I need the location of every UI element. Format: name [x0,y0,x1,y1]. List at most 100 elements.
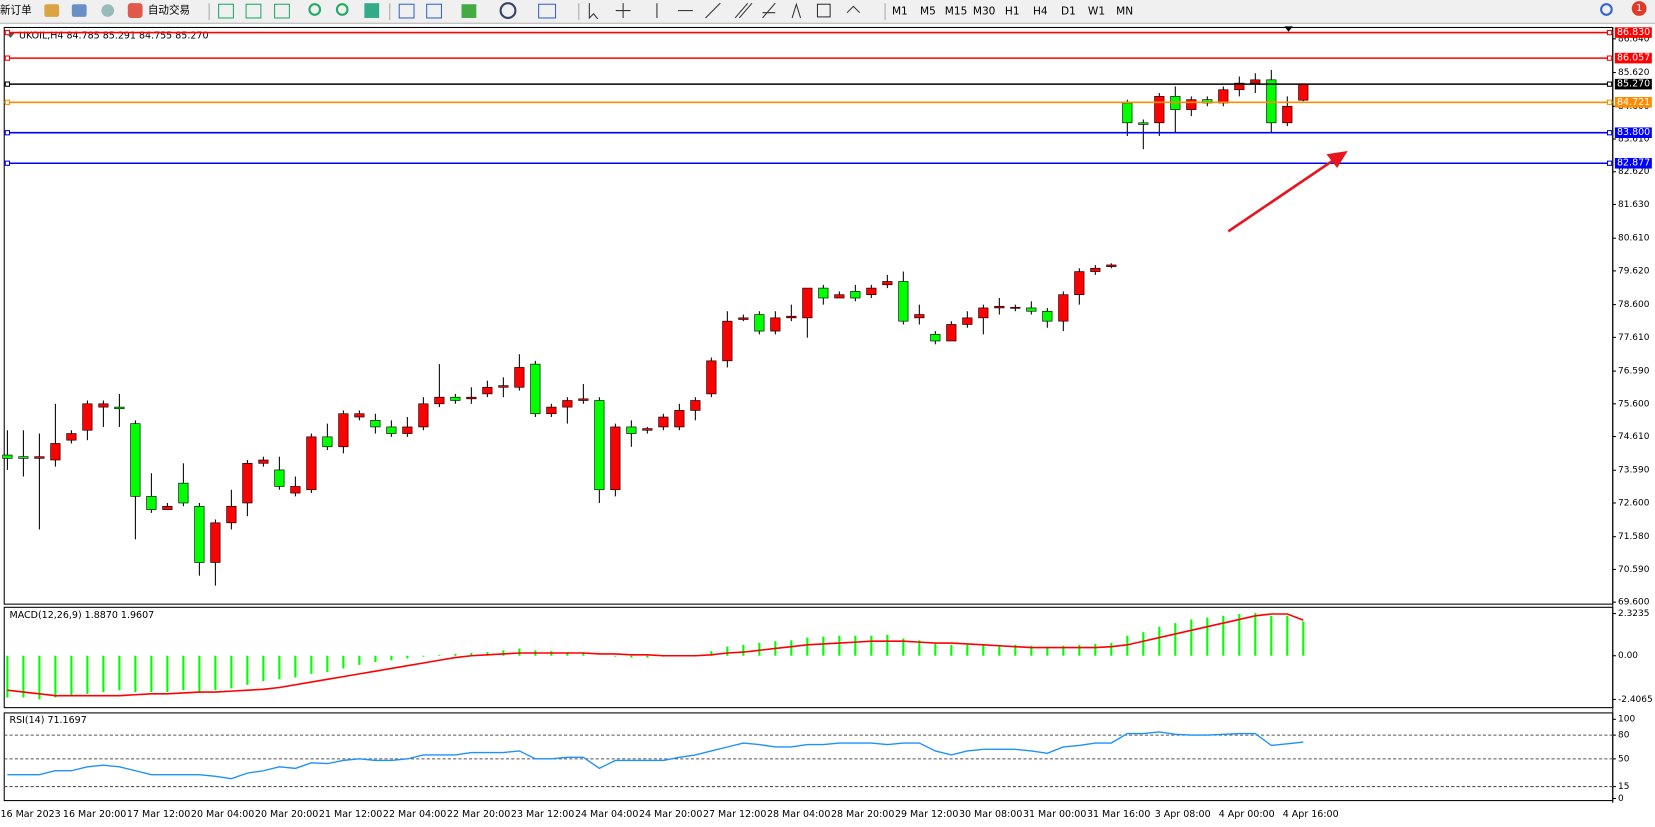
candle-body [1298,83,1309,101]
timeframe-button[interactable]: D1 [1061,6,1076,18]
zoom-in[interactable] [308,3,322,16]
level-price-label: 82.877 [1617,158,1650,169]
candle-body [930,334,941,342]
fibo-tool[interactable] [762,2,776,19]
y-tick-label: 79.620 [1618,266,1650,276]
level-handle [4,29,11,36]
shift-marker [1284,26,1293,32]
channel-tool[interactable] [734,2,753,19]
candle-body [434,396,445,405]
candle-body [242,462,253,504]
candle-body [370,420,381,428]
timeframe-button[interactable]: M1 [892,6,908,18]
candle-body [82,403,93,431]
timeframe-button[interactable]: H1 [1005,6,1020,18]
candle-body [1026,307,1037,312]
auto-trading-icon[interactable] [127,3,143,18]
candle-body [386,426,397,434]
candle-body [1122,102,1133,124]
candle-body [674,410,685,428]
timeframe-button[interactable]: H4 [1033,6,1048,18]
macd-header: MACD(12,26,9) 1.8870 1.9607 [10,610,155,621]
text-tool[interactable] [791,2,802,19]
candle-body [402,426,413,434]
candle-body [946,324,957,342]
icon[interactable] [274,3,290,19]
y-tick-label: 82.620 [1618,167,1650,177]
zoom-out[interactable] [335,3,349,16]
candle-body [866,287,877,296]
crosshair-tool[interactable] [615,3,631,18]
y-tick-label: 81.630 [1618,200,1650,210]
new-order-button[interactable]: 新订单 [0,4,32,17]
timeframe-button[interactable]: M30 [973,6,996,18]
candle-body [610,426,621,491]
candle-body [562,400,573,408]
trendline-tool[interactable] [705,2,721,19]
candle-body [514,367,525,388]
search[interactable] [1600,3,1613,16]
candle-body [466,396,477,400]
level-price-tag [1614,78,1652,90]
icon[interactable] [398,3,415,19]
candle-body [354,413,365,418]
label-tool[interactable] [816,3,831,18]
x-tick-label: 22 Mar 04:00 [383,809,446,820]
timeframe-button[interactable]: M15 [945,6,968,18]
level-price-tag [1614,97,1652,108]
signal-line [7,613,1304,697]
level-handle [4,99,11,105]
icon[interactable] [364,3,380,18]
y-tick-label: 0.00 [1618,651,1638,661]
candle-body [146,496,157,510]
y-tick-label: 70.590 [1618,565,1650,575]
candle-body [1282,105,1293,124]
candle-body [1106,264,1117,267]
icon[interactable] [499,2,517,20]
level-handle [4,160,11,166]
candle-body [1090,267,1101,272]
timeframe-button[interactable]: MN [1116,6,1133,18]
level-handle [1606,55,1613,61]
icon[interactable] [44,4,60,17]
icon[interactable] [538,3,557,19]
candle-body [1234,82,1245,91]
y-tick-label: 86.640 [1618,34,1650,44]
x-tick-label: 20 Mar 20:00 [255,809,318,820]
candle-body [130,423,141,497]
auto-trading-button[interactable]: 自动交易 [148,4,190,17]
y-tick-label: 100 [1618,715,1635,725]
icon[interactable] [245,3,262,19]
icon[interactable] [218,3,234,19]
cursor-tool[interactable] [588,3,599,20]
candle-body [770,317,781,332]
level-price-label: 85.270 [1617,79,1650,90]
notification-badge[interactable] [1631,1,1647,16]
candle-body [754,314,765,332]
candle-body [210,522,221,563]
arrows-tool[interactable] [846,5,861,14]
candle-body [818,287,829,299]
x-tick-label: 31 Mar 00:00 [1023,809,1086,820]
candle-body [786,315,797,319]
candle-body [306,436,317,491]
timeframe-button[interactable]: W1 [1088,6,1105,18]
level-handle [1606,81,1613,87]
candle-body [1138,122,1149,125]
icon[interactable] [461,4,477,18]
icon[interactable] [71,4,87,17]
candle-body [450,396,461,401]
y-tick-label: 78.600 [1618,300,1650,310]
level-price-tag [1614,52,1652,64]
candle-body [530,363,541,415]
icon[interactable] [426,3,443,19]
timeframe-button[interactable]: M5 [920,6,936,18]
level-handle [1606,130,1613,136]
candle-body [978,307,989,319]
candle-body [850,291,861,299]
candle-body [226,505,237,524]
x-tick-label: 28 Mar 20:00 [831,809,894,820]
icon[interactable] [101,4,115,17]
x-tick-label: 23 Mar 12:00 [511,809,574,820]
